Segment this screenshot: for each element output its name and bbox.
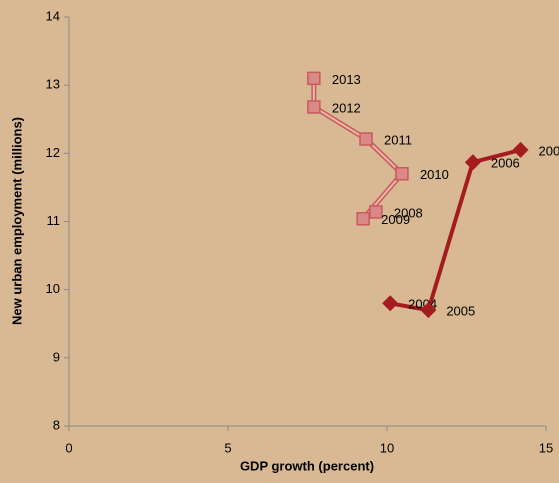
point-label: 2010 [420, 167, 449, 182]
marker [382, 295, 399, 312]
point-label: 2013 [332, 72, 361, 87]
series-line [389, 147, 522, 313]
x-tick-label: 0 [65, 440, 72, 455]
point-label: 2009 [381, 212, 410, 227]
marker [356, 212, 370, 226]
x-tick-label: 15 [539, 440, 553, 455]
marker [307, 71, 321, 86]
point-label: 2011 [384, 132, 412, 147]
point-label: 2012 [332, 100, 361, 115]
y-tick-label: 13 [46, 77, 60, 92]
point-label: 2006 [491, 156, 520, 171]
series-line-inner [312, 78, 404, 220]
series-line [311, 78, 405, 222]
x-tick-label: 10 [380, 440, 394, 455]
marker [307, 100, 321, 114]
point-label: 2008 [394, 205, 423, 220]
marker [359, 132, 373, 146]
y-tick-label: 11 [47, 213, 61, 228]
y-axis-title: New urban employment (millions) [9, 117, 24, 325]
y-tick-label: 14 [46, 8, 60, 23]
point-label: 2007 [539, 143, 559, 158]
marker [369, 205, 383, 219]
y-tick-label: 10 [46, 281, 60, 296]
marker [464, 154, 481, 171]
point-label: 2005 [446, 304, 475, 319]
y-tick-label: 8 [53, 417, 60, 432]
marker [512, 141, 529, 158]
marker [420, 302, 437, 319]
x-axis-title: GDP growth (percent) [240, 458, 374, 473]
y-tick-label: 9 [53, 349, 60, 364]
y-tick-label: 12 [46, 145, 60, 160]
x-tick-label: 5 [224, 440, 231, 455]
marker [395, 167, 409, 181]
